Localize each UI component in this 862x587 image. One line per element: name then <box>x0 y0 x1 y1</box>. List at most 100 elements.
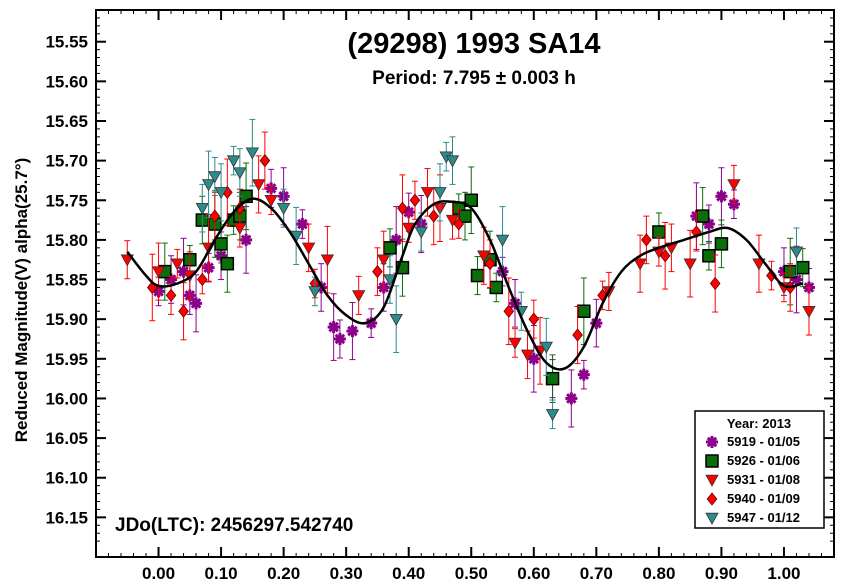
data-point <box>308 276 322 307</box>
data-point <box>365 308 378 338</box>
y-tick-labels: 15.55 15.60 15.65 15.70 15.75 15.80 15.85 15.90… <box>45 33 88 528</box>
data-point <box>545 399 560 430</box>
legend-marker <box>705 474 719 487</box>
legend-label: 5940 - 01/09 <box>727 491 800 506</box>
data-point <box>453 209 465 239</box>
y-tick-label: 15.70 <box>45 152 88 171</box>
legend-marker <box>706 436 718 448</box>
data-point <box>170 248 184 279</box>
data-point <box>222 158 233 227</box>
data-point <box>683 229 697 298</box>
data-point <box>664 223 679 273</box>
data-point <box>802 286 816 336</box>
data-point <box>520 330 535 380</box>
plot-frame <box>95 9 835 558</box>
legend-entry: 5940 - 01/09 <box>706 491 800 506</box>
data-point <box>727 164 741 204</box>
data-point <box>528 299 540 339</box>
data-point <box>264 185 278 216</box>
x-tick-label: 0.10 <box>205 564 238 583</box>
data-point <box>470 256 485 296</box>
data-point <box>702 240 716 271</box>
data-point <box>577 359 590 390</box>
x-tick-label: 0.00 <box>142 564 175 583</box>
y-tick-label: 15.60 <box>45 72 88 91</box>
legend-marker <box>705 454 719 468</box>
x-tick-label: 0.50 <box>455 564 488 583</box>
x-tick-labels: 0.00 0.10 0.20 0.30 0.40 0.50 0.60 0.70 0.80 0.90… <box>142 564 801 583</box>
data-point <box>333 319 346 359</box>
data-point <box>259 131 271 190</box>
chart-title: (29298) 1993 SA14 <box>347 28 600 60</box>
data-point <box>495 206 510 274</box>
data-point <box>508 328 522 358</box>
data-point <box>190 274 203 333</box>
legend-label: 5919 - 01/05 <box>727 434 800 449</box>
x-tick-label: 0.40 <box>392 564 425 583</box>
y-tick-label: 16.15 <box>45 508 88 527</box>
x-tick-label: 0.70 <box>580 564 613 583</box>
data-point <box>233 148 247 197</box>
data-point <box>433 163 447 222</box>
data-point <box>464 166 479 235</box>
data-point <box>445 136 460 185</box>
x-tick-label: 0.60 <box>517 564 550 583</box>
data-point <box>397 174 408 242</box>
fit-curve <box>126 197 803 371</box>
data-point <box>428 187 440 246</box>
data-point <box>276 188 291 228</box>
y-tick-label: 16.05 <box>45 429 88 448</box>
data-point <box>146 253 158 322</box>
x-tick-label: 0.90 <box>705 564 738 583</box>
legend-entry: 5919 - 01/05 <box>706 434 800 449</box>
data-points <box>120 118 816 430</box>
y-axis-label: Reduced Magnitude(V) alpha(25.7°) <box>12 158 31 443</box>
y-tick-label: 15.55 <box>45 33 88 52</box>
legend-entry: 5926 - 01/06 <box>705 453 800 468</box>
jd-annotation: JDo(LTC): 2456297.542740 <box>115 515 353 536</box>
legend-box <box>694 410 825 529</box>
data-point <box>709 254 721 313</box>
data-point <box>565 369 578 428</box>
y-tick-label: 16.10 <box>45 469 88 488</box>
legend-marker <box>706 492 718 506</box>
y-tick-label: 15.90 <box>45 310 88 329</box>
data-point <box>372 247 383 296</box>
data-point <box>165 275 177 315</box>
data-point <box>539 317 553 376</box>
data-point <box>409 180 421 220</box>
data-point <box>251 155 266 214</box>
legend-title: Year: 2013 <box>727 416 791 431</box>
data-point <box>226 145 241 176</box>
y-tick-label: 15.95 <box>45 350 88 369</box>
x-tick-label: 0.20 <box>267 564 300 583</box>
data-point <box>766 260 777 291</box>
data-point <box>208 156 222 197</box>
x-tick-label: 0.80 <box>642 564 675 583</box>
x-tick-label: 1.00 <box>767 564 800 583</box>
data-point <box>214 163 228 222</box>
data-point <box>633 234 647 293</box>
data-point <box>477 226 491 285</box>
chart-subtitle: Period: 7.795 ± 0.003 h <box>372 68 576 89</box>
data-point <box>151 242 166 301</box>
data-point <box>752 234 766 293</box>
data-point <box>214 224 228 264</box>
data-point <box>346 302 359 361</box>
data-point <box>641 215 652 265</box>
data-point <box>715 167 728 226</box>
y-tick-label: 15.80 <box>45 231 88 250</box>
y-tick-label: 15.75 <box>45 191 88 210</box>
y-tick-label: 15.85 <box>45 271 88 290</box>
data-point <box>245 118 260 187</box>
data-point <box>377 230 391 289</box>
data-point <box>220 234 235 293</box>
legend-label: 5926 - 01/06 <box>727 453 800 468</box>
data-point <box>795 248 810 288</box>
data-point <box>572 305 583 365</box>
data-point <box>533 317 547 385</box>
y-tick-label: 15.65 <box>45 112 88 131</box>
data-point <box>545 354 560 403</box>
data-point <box>727 189 740 219</box>
